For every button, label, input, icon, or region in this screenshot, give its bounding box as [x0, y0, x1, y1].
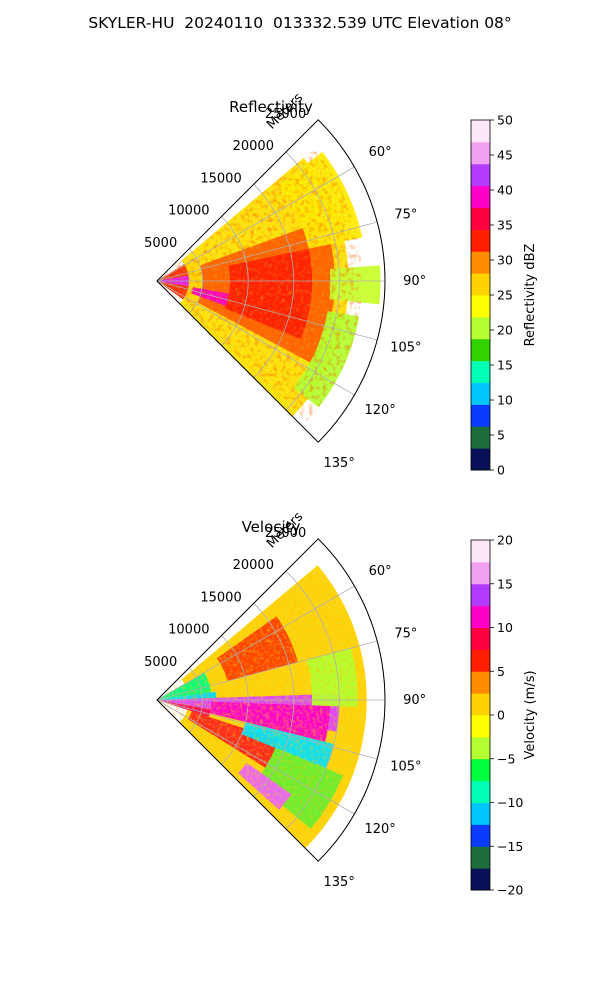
grid-spoke: [156, 699, 378, 760]
colorbar-step: [471, 207, 490, 230]
colorbar-tick-label: 25: [497, 288, 513, 303]
colorbar-step: [471, 163, 490, 187]
polar-frame: [156, 119, 386, 443]
colorbar-tick-label: 20: [497, 533, 513, 548]
colorbar-tick-label: 10: [497, 393, 513, 408]
colorbar-tick-label: 40: [497, 183, 513, 198]
colorbar-step: [471, 229, 490, 252]
colorbar-label: Reflectivity dBZ: [523, 244, 538, 347]
colorbar-tick-label: 0: [497, 463, 505, 478]
angle-tick-label: 90°: [403, 274, 426, 289]
radial-tick-label: 25000: [265, 107, 306, 122]
colorbar-step: [471, 404, 490, 427]
colorbar-step: [471, 802, 490, 825]
colorbar-step: [471, 120, 490, 143]
colorbar-tick-label: 0: [497, 708, 505, 723]
angle-tick-label: 120°: [364, 403, 395, 418]
radial-tick-label: 15000: [200, 590, 241, 605]
colorbar-step: [471, 780, 490, 803]
colorbar-step: [471, 715, 490, 738]
colorbar-step: [471, 382, 490, 405]
colorbar-step: [471, 338, 490, 362]
colorbar-step: [471, 693, 490, 716]
grid-spoke: [156, 585, 355, 701]
colorbar-tick-label: 15: [497, 576, 513, 591]
colorbar-step: [471, 295, 490, 318]
colorbar-tick-label: −15: [497, 839, 523, 854]
colorbar-step: [471, 426, 490, 449]
angle-tick-label: 135°: [324, 875, 355, 890]
colorbar-step: [471, 141, 490, 165]
colorbar-tick-label: 50: [497, 113, 513, 128]
panel-title: Reflectivity: [229, 98, 313, 116]
angle-tick-label: 105°: [390, 760, 421, 775]
colorbar-step: [471, 251, 490, 274]
colorbar-step: [471, 649, 490, 672]
angle-tick-label: 60°: [369, 564, 392, 579]
polar-frame: [156, 538, 386, 862]
radial-tick-label: 10000: [168, 204, 209, 219]
colorbar-step: [471, 824, 490, 847]
colorbar-label: Velocity (m/s): [523, 670, 538, 759]
colorbar-tick-label: 35: [497, 218, 513, 233]
angle-tick-label: 75°: [394, 626, 417, 641]
grid-spoke: [156, 221, 378, 282]
colorbar: 0 5 10 15 20 25 30 35 40 45 50 Reflectivity dBZ: [470, 113, 538, 478]
angle-tick-label: 90°: [403, 693, 426, 708]
grid-spoke: [156, 699, 355, 815]
colorbar-step: [471, 273, 490, 296]
colorbar-tick-label: 20: [497, 323, 513, 338]
colorbar-tick-label: −10: [497, 795, 523, 810]
grid-spoke: [156, 166, 355, 282]
colorbar-tick-label: −20: [497, 883, 523, 898]
angle-tick-label: 105°: [390, 341, 421, 356]
colorbar-step: [471, 316, 490, 340]
colorbar-step: [471, 185, 490, 208]
colorbar-step: [471, 360, 490, 383]
angle-tick-label: 60°: [369, 145, 392, 160]
colorbar-step: [471, 868, 490, 891]
figure-title: SKYLER-HU 20240110 013332.539 UTC Elevat…: [88, 14, 512, 32]
radial-tick-label: 5000: [144, 236, 177, 251]
colorbar: −20 −15 −10 −5 0 5 10 15 20 Velocity (m/s): [470, 533, 538, 898]
colorbar-tick-label: −5: [497, 751, 515, 766]
radial-tick-label: 5000: [144, 655, 177, 670]
angle-tick-label: 75°: [394, 207, 417, 222]
radial-tick-label: 25000: [265, 526, 306, 541]
angle-tick-label: 135°: [324, 456, 355, 471]
colorbar-step: [471, 736, 490, 760]
colorbar-step: [471, 448, 490, 471]
colorbar-tick-label: 30: [497, 253, 513, 268]
panel-title: Velocity: [242, 518, 301, 536]
colorbar-step: [471, 540, 490, 563]
colorbar-step: [471, 846, 490, 869]
colorbar-step: [471, 758, 490, 782]
angle-tick-label: 120°: [364, 822, 395, 837]
colorbar-step: [471, 583, 490, 607]
colorbar-step: [471, 671, 490, 694]
radial-tick-label: 20000: [233, 558, 274, 573]
colorbar-step: [471, 627, 490, 650]
reflectivity-panel: Reflectivity60°75°90°105°120°135°5000100…: [144, 90, 538, 478]
colorbar-tick-label: 45: [497, 148, 513, 163]
velocity-panel: Velocity 60° 75° 90° 105° 120° 135° 5000 10000 15…: [144, 509, 538, 898]
colorbar-tick-label: 5: [497, 428, 505, 443]
radial-tick-label: 20000: [233, 139, 274, 154]
colorbar-step: [471, 561, 490, 585]
colorbar-tick-label: 15: [497, 358, 513, 373]
grid-spoke: [156, 280, 355, 396]
colorbar-tick-label: 10: [497, 620, 513, 635]
grid-spoke: [156, 640, 378, 701]
radial-tick-label: 15000: [200, 171, 241, 186]
grid-spoke: [156, 280, 378, 341]
colorbar-tick-label: 5: [497, 664, 505, 679]
colorbar-step: [471, 605, 490, 628]
radial-tick-label: 10000: [168, 623, 209, 638]
